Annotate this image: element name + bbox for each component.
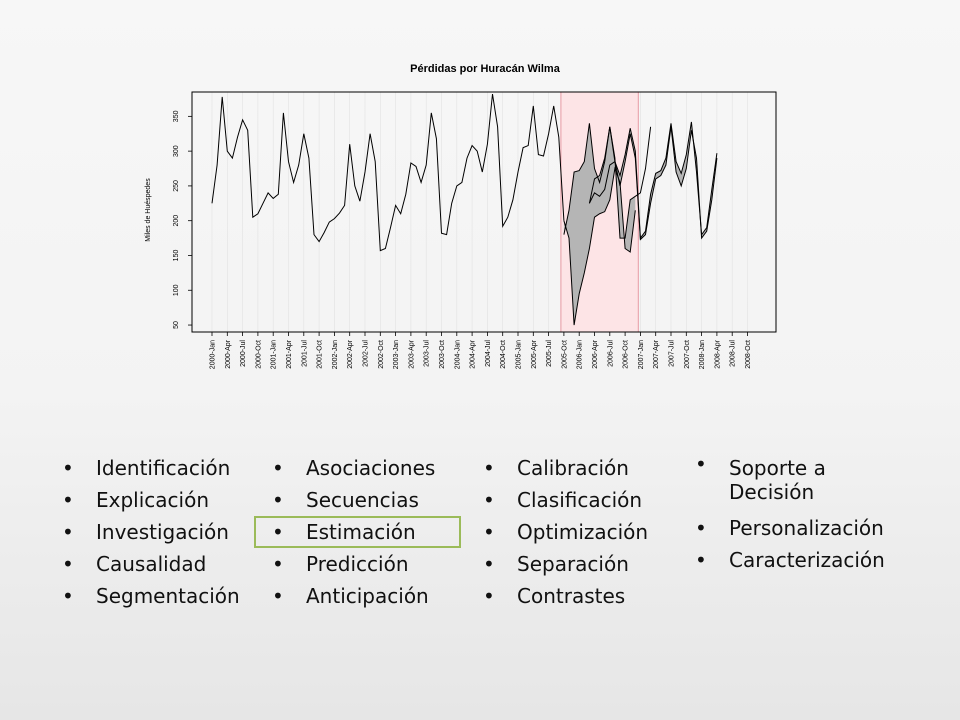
x-tick-label: 2006-Jan: [577, 340, 584, 369]
y-tick-label: 50: [173, 321, 180, 329]
series-line-4: [588, 121, 718, 240]
y-tick-label: 150: [173, 250, 180, 262]
bullet-column-4: Soporte a Decisión Personalización Carac…: [695, 452, 895, 576]
x-tick-label: 2007-Jan: [638, 340, 645, 369]
plot-frame: [191, 91, 777, 333]
chart-title: Pérdidas por Huracán Wilma: [410, 63, 561, 75]
y-tick-label: 350: [173, 110, 180, 122]
bullet-item: Clasificación: [483, 484, 648, 516]
x-tick-label: 2007-Jul: [669, 340, 676, 367]
bullet-item: Causalidad: [62, 548, 240, 580]
x-tick-label: 2006-Apr: [592, 339, 599, 368]
x-tick-label: 2002-Jul: [363, 340, 370, 367]
bullet-item: Identificación: [62, 452, 240, 484]
y-tick-label: 200: [173, 215, 180, 227]
bullet-item: Predicción: [272, 548, 435, 580]
loss-area-hurricane: [563, 123, 636, 326]
x-tick-label: 2007-Apr: [653, 339, 660, 368]
series-lines: [211, 94, 718, 326]
x-tick-label: 2000-Oct: [255, 340, 262, 369]
x-tick-label: 2002-Oct: [378, 340, 385, 369]
bullet-item: Anticipación: [272, 580, 435, 612]
x-tick-label: 2003-Jul: [424, 340, 431, 367]
series-line-1: [211, 94, 565, 252]
bullet-column-2: Asociaciones Secuencias Estimación Predi…: [253, 452, 462, 612]
gridlines: [211, 92, 748, 332]
x-tick-label: 2005-Jan: [516, 340, 523, 369]
x-tick-label: 2000-Jan: [210, 340, 217, 369]
y-tick-label: 100: [173, 284, 180, 296]
loss-areas: [563, 121, 717, 326]
bullet-column-1: Identificación Explicación Investigación…: [62, 452, 240, 612]
x-tick-label: 2003-Apr: [408, 339, 415, 368]
bullet-item: Secuencias: [272, 484, 435, 516]
x-tick-label: 2000-Jul: [240, 340, 247, 367]
y-axis-label: Miles de Huéspedes: [145, 178, 152, 242]
x-tick-label: 2007-Oct: [684, 340, 691, 369]
x-tick-label: 2003-Jan: [393, 340, 400, 369]
x-tick-label: 2006-Jul: [607, 340, 614, 367]
bullet-item: Personalización: [695, 512, 895, 544]
x-axis: 2000-Jan 2000-Apr 2000-Jul 2000-Oct 2001-Jan…: [210, 332, 752, 369]
bullet-item: Caracterización: [695, 544, 895, 576]
x-tick-label: 2000-Apr: [225, 339, 232, 368]
chart: Pérdidas por Huracán Wilma Miles de Hués…: [145, 63, 777, 369]
bullet-item: Separación: [483, 548, 648, 580]
x-tick-label: 2008-Jul: [730, 340, 737, 367]
x-tick-label: 2005-Apr: [531, 339, 538, 368]
x-tick-label: 2001-Jan: [271, 340, 278, 369]
x-tick-label: 2005-Oct: [561, 340, 568, 369]
y-tick-label: 250: [173, 180, 180, 192]
bullet-item: Explicación: [62, 484, 240, 516]
x-tick-label: 2005-Jul: [546, 340, 553, 367]
series-line-5: [588, 126, 718, 241]
x-tick-label: 2002-Jan: [332, 340, 339, 369]
x-tick-label: 2001-Jul: [301, 340, 308, 367]
y-tick-label: 300: [173, 145, 180, 157]
x-tick-label: 2008-Apr: [714, 339, 721, 368]
bullet-item: Optimización: [483, 516, 648, 548]
y-axis: 50 100 150 200 250 300 350: [173, 110, 192, 329]
bullet-item: Calibración: [483, 452, 648, 484]
bullet-item: Soporte a Decisión: [695, 452, 895, 504]
x-tick-label: 2004-Jan: [454, 340, 461, 369]
x-tick-label: 2004-Oct: [500, 340, 507, 369]
bullet-item: Segmentación: [62, 580, 240, 612]
bullet-item: Investigación: [62, 516, 240, 548]
x-tick-label: 2002-Apr: [347, 339, 354, 368]
x-tick-label: 2001-Apr: [286, 339, 293, 368]
x-tick-label: 2008-Oct: [745, 340, 752, 369]
x-tick-label: 2004-Jul: [485, 340, 492, 367]
series-line-3: [563, 166, 636, 326]
x-tick-label: 2003-Oct: [439, 340, 446, 369]
x-tick-label: 2004-Apr: [470, 339, 477, 368]
bullet-column-3: Calibración Clasificación Optimización S…: [483, 452, 648, 612]
x-tick-label: 2008-Jan: [699, 340, 706, 369]
x-tick-label: 2001-Oct: [317, 340, 324, 369]
bullet-item-highlighted: Estimación: [253, 516, 462, 548]
bullet-item: Contrastes: [483, 580, 648, 612]
bullet-item: Asociaciones: [272, 452, 435, 484]
x-tick-label: 2006-Oct: [623, 340, 630, 369]
